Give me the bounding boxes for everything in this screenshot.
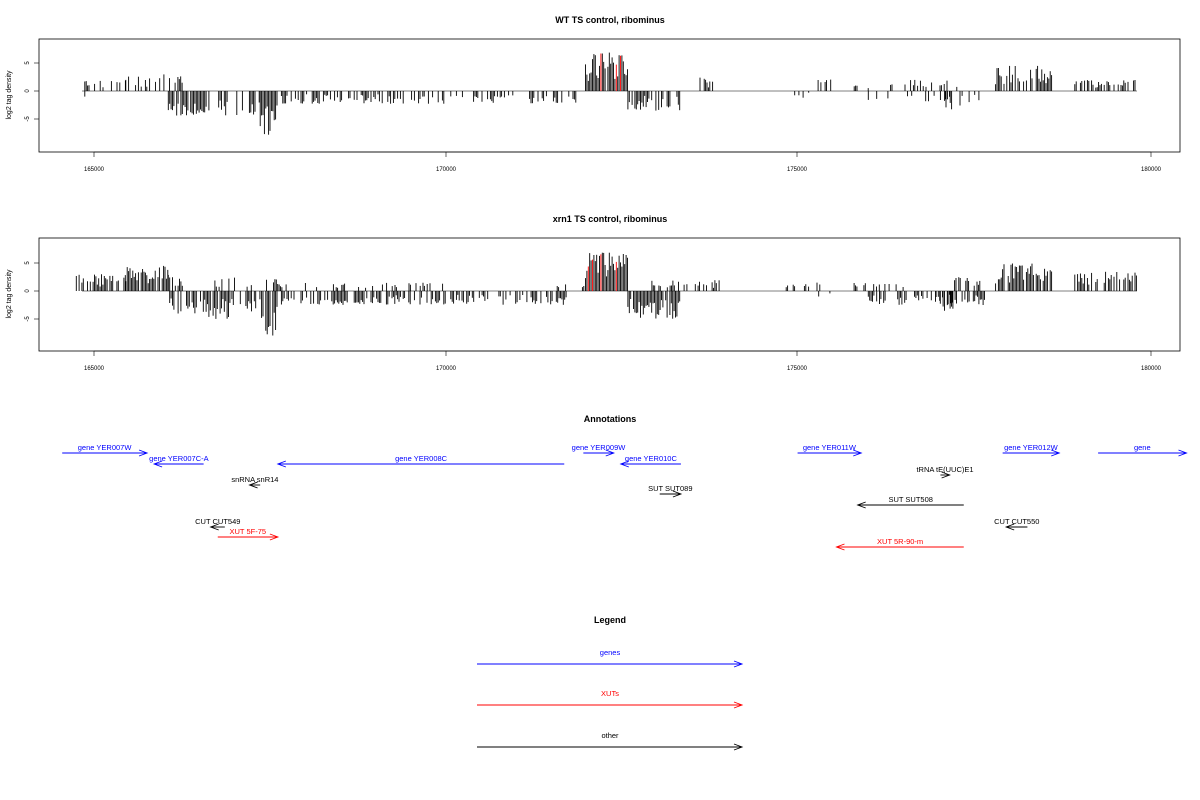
annotation-feature: gene YER011W: [797, 443, 863, 457]
x-tick-label: 170000: [436, 366, 457, 372]
y-axis: -5 0 5: [25, 61, 39, 122]
x-axis: 165000 170000 175000 180000: [84, 151, 1162, 173]
y-axis-label: log2 tag density: [6, 70, 13, 120]
annotation-feature: gene YER007W: [62, 443, 149, 457]
legend-items: genes XUTs other: [477, 648, 744, 751]
annotation-feature: XUT 5F-75: [217, 527, 280, 541]
legend-title: Legend: [594, 615, 626, 625]
legend: Legend genes XUTs other: [477, 615, 744, 751]
y-tick-label: 5: [25, 261, 31, 265]
annotation-label: SUT SUT089: [648, 484, 692, 493]
annotation-label: gene YER008C: [395, 454, 448, 463]
legend-label: genes: [600, 648, 621, 657]
annotation-label: XUT 5R-90-m: [877, 537, 923, 546]
annotation-label: gene YER009W: [572, 443, 627, 452]
bars-group: [75, 252, 1137, 336]
legend-item: XUTs: [477, 689, 744, 709]
annotation-feature: SUT SUT089: [648, 484, 693, 498]
annotation-label: gene YER010C: [625, 454, 678, 463]
y-axis: -5 0 5: [25, 261, 39, 322]
annotation-feature: gene YER007C-A: [149, 454, 209, 468]
annotation-feature: gene YER008C: [276, 454, 565, 468]
x-tick-label: 165000: [84, 167, 105, 173]
annotation-feature: gene YER012W: [1002, 443, 1061, 457]
annotation-label: XUT 5F-75: [230, 527, 267, 536]
x-tick-label: 175000: [787, 167, 808, 173]
x-tick-label: 180000: [1141, 366, 1162, 372]
annotation-feature: SUT SUT508: [856, 495, 964, 509]
y-axis-label: log2 tag density: [6, 269, 13, 319]
y-tick-label: 0: [25, 89, 31, 93]
x-tick-label: 165000: [84, 366, 105, 372]
y-tick-label: -5: [25, 316, 31, 322]
annotation-label: CUT CUT549: [195, 517, 240, 526]
annotation-feature: XUT 5R-90-m: [835, 537, 964, 551]
annotation-label: gene: [1134, 443, 1151, 452]
annotation-label: snRNA snR14: [231, 475, 278, 484]
annotation-label: tRNA tE(UUC)E1: [916, 465, 973, 474]
y-tick-label: 5: [25, 61, 31, 65]
annotation-feature: tRNA tE(UUC)E1: [916, 465, 974, 479]
annotation-feature: CUT CUT549: [195, 517, 240, 531]
annotation-feature: gene: [1098, 443, 1188, 457]
annotation-feature: gene YER010C: [619, 454, 681, 468]
x-tick-label: 170000: [436, 167, 457, 173]
annotation-feature: gene YER009W: [572, 443, 627, 457]
bars-group: [82, 52, 1137, 135]
annotations-title: Annotations: [584, 414, 637, 424]
legend-item: genes: [477, 648, 744, 668]
annotation-label: gene YER007W: [78, 443, 133, 452]
annotation-feature: snRNA snR14: [231, 475, 278, 489]
legend-label: other: [601, 731, 619, 740]
annotation-label: SUT SUT508: [888, 495, 932, 504]
panel-title: xrn1 TS control, ribominus: [553, 214, 668, 224]
y-tick-label: -5: [25, 116, 31, 122]
annotation-label: gene YER011W: [803, 443, 857, 452]
y-tick-label: 0: [25, 289, 31, 293]
x-axis: 165000 170000 175000 180000: [84, 350, 1162, 372]
panel-xrn1: xrn1 TS control, ribominus log2 tag dens…: [6, 214, 1181, 372]
legend-label: XUTs: [601, 689, 619, 698]
annotation-label: CUT CUT550: [994, 517, 1039, 526]
annotation-features: gene YER007W gene YER007C-A gene YER008C ge…: [62, 443, 1188, 551]
panel-title: WT TS control, ribominus: [555, 15, 665, 25]
x-tick-label: 175000: [787, 366, 808, 372]
annotation-feature: CUT CUT550: [994, 517, 1039, 531]
panel-wt: WT TS control, ribominus log2 tag densit…: [6, 15, 1181, 173]
legend-item: other: [477, 731, 744, 751]
x-tick-label: 180000: [1141, 167, 1162, 173]
annotation-label: gene YER007C-A: [149, 454, 208, 463]
annotation-label: gene YER012W: [1004, 443, 1059, 452]
